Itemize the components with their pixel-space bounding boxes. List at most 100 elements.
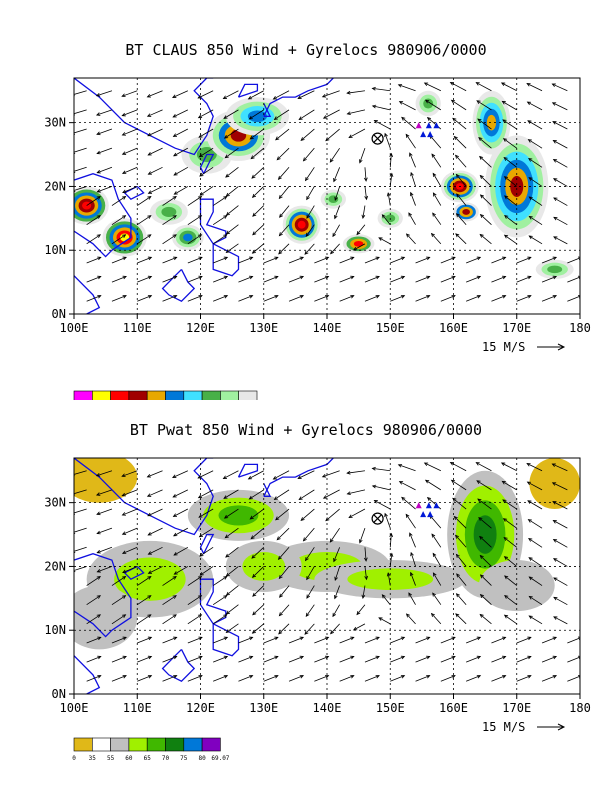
top-wind-vector-149 bbox=[386, 192, 391, 206]
wind-vector-head bbox=[122, 189, 127, 194]
wind-vector-shaft bbox=[250, 508, 264, 520]
top-wind-vector-56 bbox=[173, 147, 189, 157]
wind-vector-shaft bbox=[137, 656, 152, 663]
top-wind-vector-42 bbox=[147, 186, 163, 194]
wind-vector-shaft bbox=[452, 497, 467, 510]
bot-wind-vector-228 bbox=[567, 674, 580, 682]
wind-vector-head bbox=[278, 612, 283, 617]
wind-vector-head bbox=[172, 196, 177, 200]
wind-vector-shaft bbox=[263, 636, 279, 644]
wind-vector-shaft bbox=[466, 276, 481, 283]
wind-vector-shaft bbox=[389, 173, 393, 187]
wind-vector-shaft bbox=[306, 585, 315, 599]
wind-vector-head bbox=[147, 674, 153, 679]
bot-wind-vector-166 bbox=[398, 481, 416, 491]
top-wind-vector-105 bbox=[275, 128, 290, 141]
wind-vector-head bbox=[426, 256, 431, 261]
wind-vector-shaft bbox=[212, 215, 227, 226]
bot-wind-vector-211 bbox=[503, 536, 517, 548]
top-wind-vector-60 bbox=[213, 294, 229, 302]
wind-vector-head bbox=[225, 610, 230, 615]
wind-vector-shaft bbox=[252, 566, 265, 578]
wind-vector-head bbox=[451, 294, 456, 299]
top-wind-vector-115 bbox=[305, 167, 315, 182]
top-wind-vector-227 bbox=[526, 83, 543, 92]
wind-vector-head bbox=[147, 215, 152, 219]
wind-vector-shaft bbox=[364, 566, 367, 580]
top-wind-vector-214 bbox=[501, 100, 517, 111]
wind-vector-head bbox=[277, 555, 282, 560]
wind-vector-head bbox=[358, 159, 363, 164]
wind-vector-head bbox=[455, 233, 460, 238]
wind-vector-head bbox=[146, 493, 152, 497]
top-coastline-2 bbox=[123, 185, 145, 200]
wind-vector-shaft bbox=[450, 462, 467, 472]
top-wind-vector-135 bbox=[352, 243, 366, 251]
wind-vector-shaft bbox=[374, 500, 391, 510]
bot-coastline-5 bbox=[212, 623, 240, 657]
bot-reference-label: 15 M/S bbox=[482, 720, 525, 734]
wind-vector-head bbox=[172, 215, 177, 219]
wind-vector-head bbox=[278, 574, 283, 580]
bot-wind-vector-196 bbox=[479, 593, 492, 605]
wind-vector-shaft bbox=[212, 576, 227, 586]
wind-vector-shaft bbox=[334, 585, 341, 599]
wind-vector-shaft bbox=[359, 148, 366, 163]
wind-vector-head bbox=[173, 256, 178, 261]
bot-wind-vector-23 bbox=[95, 470, 113, 477]
wind-vector-head bbox=[553, 596, 558, 601]
wind-vector-head bbox=[306, 214, 311, 219]
bot-legend-level-0: 0 bbox=[72, 755, 76, 762]
bot-wind-vector-201 bbox=[477, 498, 492, 510]
top-wind-vector-150 bbox=[389, 172, 394, 187]
wind-vector-head bbox=[475, 462, 480, 466]
wind-vector-head bbox=[479, 593, 484, 599]
wind-vector-shaft bbox=[456, 573, 467, 586]
wind-vector-shaft bbox=[553, 236, 568, 245]
wind-vector-head bbox=[373, 500, 378, 504]
top-wind-vector-184 bbox=[455, 213, 467, 225]
wind-vector-head bbox=[223, 134, 229, 139]
wind-vector-shaft bbox=[314, 276, 329, 283]
wind-vector-shaft bbox=[339, 276, 354, 283]
wind-vector-head bbox=[249, 655, 254, 660]
wind-vector-shaft bbox=[433, 192, 442, 206]
wind-vector-head bbox=[172, 494, 177, 498]
wind-vector-head bbox=[410, 171, 414, 177]
wind-vector-shaft bbox=[306, 205, 315, 219]
wind-vector-shaft bbox=[314, 636, 329, 644]
wind-vector-shaft bbox=[334, 566, 341, 581]
bot-wind-vector-61 bbox=[213, 655, 229, 663]
top-wind-vector-87 bbox=[251, 243, 265, 254]
wind-vector-head bbox=[409, 152, 413, 157]
bot-fill-area-2-2 bbox=[218, 505, 259, 526]
bot-wind-vector-83 bbox=[222, 470, 239, 479]
bot-wind-vector-162 bbox=[410, 551, 416, 567]
top-wind-vector-92 bbox=[250, 147, 265, 160]
wind-vector-shaft bbox=[429, 135, 442, 149]
wind-vector-head bbox=[450, 479, 456, 484]
wind-vector-head bbox=[122, 196, 127, 200]
wind-vector-head bbox=[321, 93, 327, 98]
wind-vector-shaft bbox=[137, 256, 152, 264]
wind-vector-shaft bbox=[226, 243, 239, 253]
wind-vector-shaft bbox=[252, 604, 265, 616]
wind-vector-head bbox=[273, 496, 278, 500]
wind-vector-head bbox=[504, 594, 509, 599]
top-wind-vector-63 bbox=[212, 234, 228, 245]
top-wind-vector-74 bbox=[238, 256, 254, 264]
bot-wind-vector-217 bbox=[541, 655, 558, 663]
bot-gyre-triangle-icon-0 bbox=[415, 502, 422, 509]
wind-vector-head bbox=[146, 113, 152, 117]
wind-vector-shaft bbox=[162, 295, 177, 302]
wind-vector-head bbox=[272, 95, 277, 100]
wind-vector-shaft bbox=[567, 257, 580, 264]
wind-vector-shaft bbox=[198, 109, 214, 119]
wind-vector-head bbox=[278, 232, 283, 237]
bot-wind-vector-30 bbox=[122, 566, 138, 574]
wind-vector-shaft bbox=[503, 138, 517, 149]
wind-vector-shaft bbox=[162, 656, 177, 663]
top-coastline-4 bbox=[199, 198, 227, 245]
bot-wind-vector-171 bbox=[430, 612, 442, 625]
